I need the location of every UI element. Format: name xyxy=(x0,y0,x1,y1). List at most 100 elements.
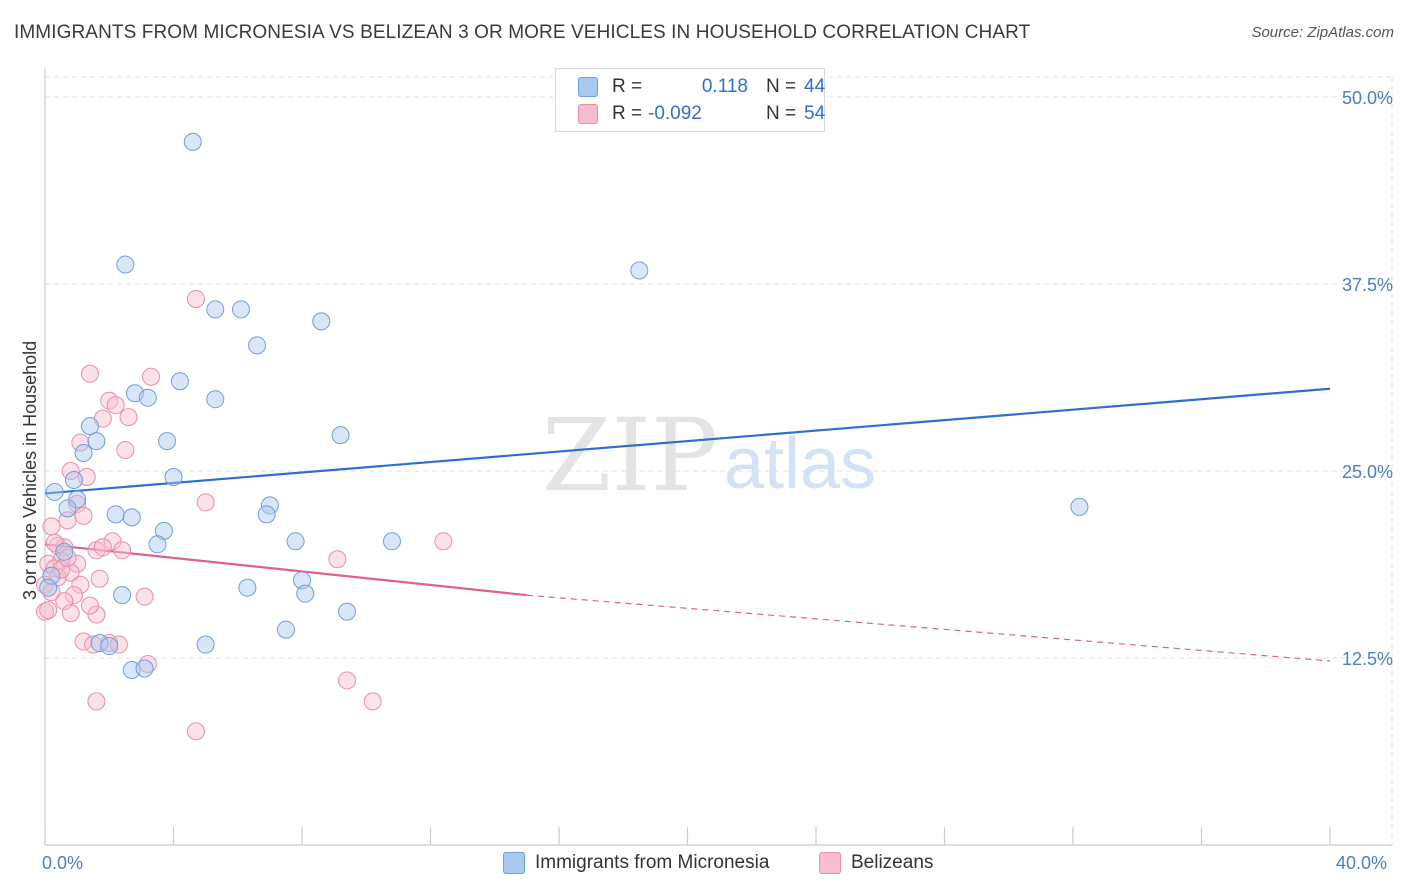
point-belizeans xyxy=(186,722,205,741)
legend-n-value: 54 xyxy=(804,103,826,124)
legend-n-value: 44 xyxy=(804,76,826,97)
source-credit: Source: ZipAtlas.com xyxy=(1251,24,1394,41)
point-micronesia xyxy=(1070,497,1089,516)
legend-row-belizeans: R = -0.092 N = 54 xyxy=(578,103,825,125)
point-micronesia xyxy=(74,444,93,463)
point-micronesia xyxy=(196,635,215,654)
point-micronesia xyxy=(90,634,109,653)
point-micronesia xyxy=(296,584,315,603)
point-micronesia xyxy=(42,566,61,585)
point-belizeans xyxy=(363,692,382,711)
point-micronesia xyxy=(64,470,83,489)
watermark-atlas: atlas xyxy=(724,424,876,504)
point-micronesia xyxy=(312,312,331,331)
y-tick-label: 25.0% xyxy=(1342,462,1393,482)
legend-swatch-pink xyxy=(819,852,841,874)
point-belizeans xyxy=(90,569,109,588)
point-belizeans xyxy=(80,596,99,615)
point-micronesia xyxy=(206,390,225,409)
point-belizeans xyxy=(74,632,93,651)
legend-r-value: 0.118 xyxy=(701,76,748,97)
point-belizeans xyxy=(74,506,93,525)
legend-n-label: N = xyxy=(766,76,797,97)
point-belizeans xyxy=(434,532,453,551)
legend-item-belizeans: Belizeans xyxy=(819,852,933,874)
point-micronesia xyxy=(68,490,87,509)
legend-swatch-pink xyxy=(578,104,598,124)
point-micronesia xyxy=(630,261,649,280)
trend-line-belizeans xyxy=(44,543,527,597)
point-micronesia xyxy=(164,467,183,486)
point-belizeans xyxy=(55,592,74,611)
legend-swatch-blue xyxy=(578,77,598,97)
point-micronesia xyxy=(276,620,295,639)
point-micronesia xyxy=(100,637,119,656)
point-belizeans xyxy=(39,601,58,620)
watermark-zip: ZIP xyxy=(542,397,718,514)
point-belizeans xyxy=(100,391,119,410)
point-micronesia xyxy=(183,132,202,151)
legend-n-label: N = xyxy=(766,103,797,124)
point-micronesia xyxy=(45,482,64,501)
point-belizeans xyxy=(52,560,71,579)
point-micronesia xyxy=(80,417,99,436)
point-micronesia xyxy=(135,659,154,678)
point-micronesia xyxy=(55,542,74,561)
legend-r-value: -0.092 xyxy=(648,103,702,124)
point-belizeans xyxy=(64,586,83,605)
point-belizeans xyxy=(36,602,54,621)
legend-item-micronesia: Immigrants from Micronesia xyxy=(503,852,769,874)
point-micronesia xyxy=(113,586,132,605)
points-layer xyxy=(36,132,1089,741)
point-belizeans xyxy=(80,364,99,383)
point-belizeans xyxy=(36,575,54,594)
point-micronesia xyxy=(257,505,276,524)
y-tick-labels: 12.5% 25.0% 37.5% 50.0% xyxy=(1342,88,1393,669)
legend-label-belizeans: Belizeans xyxy=(851,852,934,873)
chart-title: IMMIGRANTS FROM MICRONESIA VS BELIZEAN 3… xyxy=(14,22,1031,43)
point-belizeans xyxy=(119,408,138,427)
point-belizeans xyxy=(42,517,61,536)
point-micronesia xyxy=(170,372,189,391)
point-belizeans xyxy=(337,671,356,690)
legend-swatch-blue xyxy=(503,852,525,874)
y-tick-label: 37.5% xyxy=(1342,275,1393,295)
point-micronesia xyxy=(148,535,167,554)
y-tick-label: 12.5% xyxy=(1342,649,1393,669)
legend-row-micronesia: R = 0.118 N = 44 xyxy=(578,76,825,98)
point-micronesia xyxy=(206,300,225,319)
point-belizeans xyxy=(196,493,215,512)
point-belizeans xyxy=(113,541,132,560)
legend-r-label: R = xyxy=(612,76,643,97)
legend-label-micronesia: Immigrants from Micronesia xyxy=(535,852,770,873)
point-belizeans xyxy=(135,587,154,606)
x-tick-label-max: 40.0% xyxy=(1336,853,1388,873)
point-micronesia xyxy=(39,578,58,597)
trend-layer xyxy=(44,387,1331,662)
legend-top: R = 0.118 N = 44 R = -0.092 N = 54 xyxy=(555,68,825,132)
point-belizeans xyxy=(87,692,106,711)
point-micronesia xyxy=(337,602,356,621)
legend-bottom: Immigrants from Micronesia Belizeans xyxy=(0,852,1406,880)
y-tick-label: 50.0% xyxy=(1342,88,1393,108)
y-axis-label: 3 or more Vehicles in Household xyxy=(20,340,40,600)
point-micronesia xyxy=(158,432,177,451)
point-belizeans xyxy=(116,441,135,460)
point-belizeans xyxy=(109,635,128,654)
point-belizeans xyxy=(142,367,161,386)
axis-layer xyxy=(44,68,1392,846)
point-micronesia xyxy=(238,578,257,597)
point-belizeans xyxy=(93,538,112,557)
point-micronesia xyxy=(231,300,250,319)
point-belizeans xyxy=(68,554,87,573)
point-belizeans xyxy=(106,396,125,415)
point-belizeans xyxy=(87,605,106,624)
point-belizeans xyxy=(186,289,205,308)
point-micronesia xyxy=(87,432,106,451)
point-belizeans xyxy=(71,433,90,452)
legend-r-label: R = xyxy=(612,103,643,124)
point-micronesia xyxy=(382,532,401,551)
trend-line-belizeans-dashed xyxy=(526,594,1331,662)
point-belizeans xyxy=(61,604,80,623)
